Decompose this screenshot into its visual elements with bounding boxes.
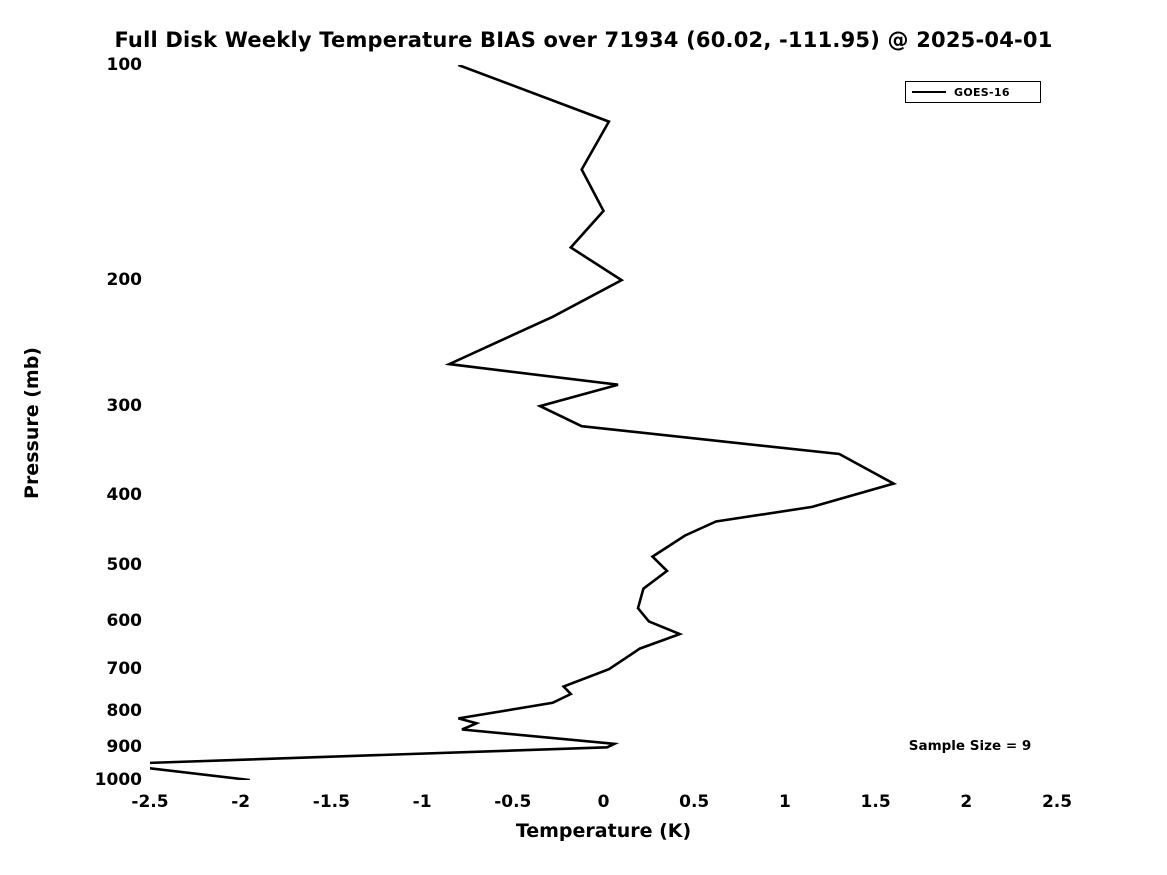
y-tick-label-800: 800: [106, 700, 143, 721]
x-tick-label-1: 1: [778, 792, 791, 812]
series-line-goes-16: [150, 65, 898, 780]
y-tick-label-400: 400: [106, 485, 143, 506]
x-tick-label-0: 0: [597, 792, 610, 812]
y-tick-label-1000: 1000: [94, 770, 142, 790]
y-tick-label-900: 900: [106, 737, 143, 758]
x-tick-label--0.5: -0.5: [494, 792, 532, 812]
y-tick-label-700: 700: [106, 659, 143, 680]
x-axis-label: Temperature (K): [515, 820, 692, 842]
x-tick-label-2.5: 2.5: [1041, 792, 1073, 812]
sample-size-annotation: Sample Size = 9: [908, 738, 1032, 754]
y-tick-label-200: 200: [106, 270, 143, 291]
x-tick-label-2: 2: [960, 792, 973, 812]
x-tick-label-1.5: 1.5: [860, 792, 891, 812]
x-tick-label--2: -2: [231, 792, 251, 812]
chart-title: Full Disk Weekly Temperature BIAS over 7…: [114, 28, 1053, 52]
y-tick-label-300: 300: [106, 396, 143, 417]
x-tick-label-0.5: 0.5: [679, 792, 710, 812]
legend-line-sample: [912, 91, 946, 93]
y-tick-label-500: 500: [106, 554, 143, 575]
x-tick-label--1: -1: [412, 792, 432, 812]
x-tick-label--2.5: -2.5: [131, 792, 169, 812]
legend-label: GOES-16: [954, 85, 1010, 99]
y-tick-label-600: 600: [106, 611, 143, 632]
y-tick-label-100: 100: [106, 55, 143, 75]
legend: GOES-16: [905, 81, 1041, 103]
x-tick-label--1.5: -1.5: [312, 792, 350, 812]
